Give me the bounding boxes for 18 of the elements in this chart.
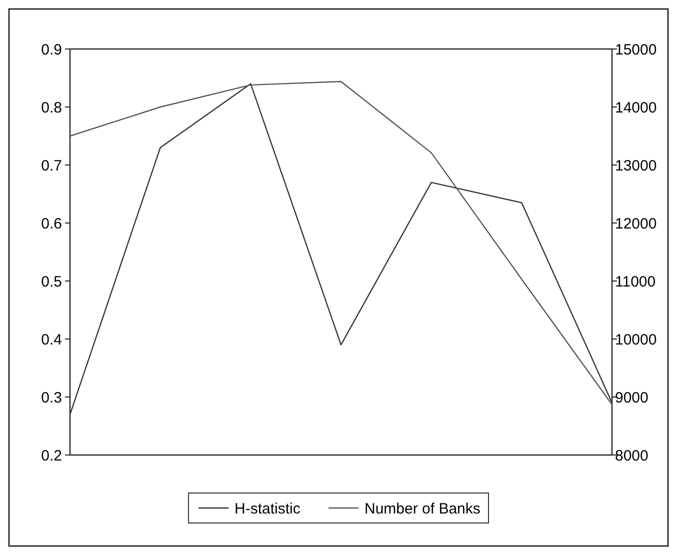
y2-tick-label: 11000 (615, 273, 656, 290)
y-tick-label: 0.3 (41, 389, 62, 406)
y2-tick-label: 13000 (615, 157, 657, 174)
y-tick-label: 0.4 (41, 331, 62, 348)
y-tick-label: 0.9 (41, 41, 62, 58)
legend-label: H-statistic (234, 500, 301, 518)
y2-tick-label: 8000 (615, 447, 648, 464)
y-tick-label: 0.8 (41, 99, 62, 116)
y2-tick-label: 14000 (615, 99, 657, 116)
y2-tick-label: 10000 (615, 331, 657, 348)
legend-label: Number of Banks (364, 500, 480, 518)
y-tick-label: 0.2 (41, 447, 62, 464)
y-tick-label: 0.7 (41, 157, 62, 174)
y2-tick-label: 9000 (615, 389, 648, 406)
y2-tick-label: 12000 (615, 215, 657, 232)
y-tick-label: 0.6 (41, 215, 62, 232)
y-tick-label: 0.5 (41, 273, 62, 290)
y2-tick-label: 15000 (615, 41, 657, 58)
